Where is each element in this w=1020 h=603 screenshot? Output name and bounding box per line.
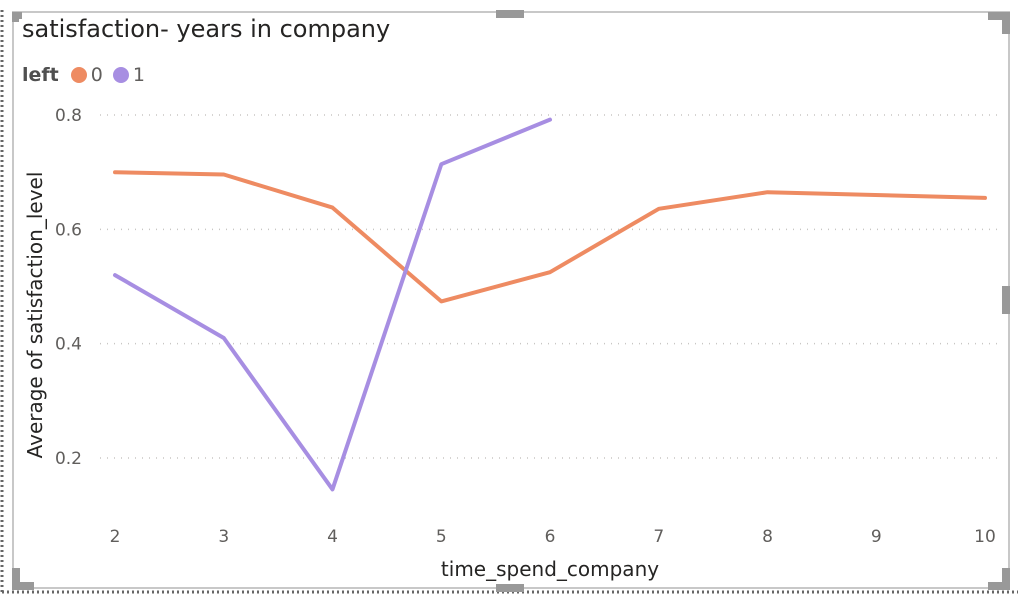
resize-handle-bottom-right[interactable] [988,582,1010,590]
series-line-1[interactable] [113,117,552,492]
x-tick-label: 6 [545,527,556,547]
legend-item-series-1[interactable]: 1 [112,64,145,86]
resize-handle-top-right-v[interactable] [1002,12,1010,34]
x-tick-label: 2 [110,527,121,547]
x-tick-label: 5 [436,527,447,547]
resize-handle-top[interactable] [496,10,524,18]
legend-item-series-0[interactable]: 0 [70,64,103,86]
resize-handle-right[interactable] [1002,286,1010,314]
legend-marker-series-0 [70,67,87,83]
series-line-0[interactable] [113,170,987,304]
x-tick-label: 3 [218,527,229,547]
x-axis-title: time_spend_company [441,557,659,581]
x-axis: 2 3 4 5 6 7 8 9 10 [110,527,996,547]
resize-handle-bottom[interactable] [496,584,524,592]
legend-marker-series-1 [112,67,129,83]
gridlines [100,114,998,459]
chart-legend: left 0 1 [22,64,155,86]
y-tick-label: 0.6 [55,220,82,240]
y-axis: 0.2 0.4 0.6 0.8 [55,106,82,469]
legend-label-series-0: 0 [90,64,103,86]
x-tick-label: 7 [653,527,664,547]
resize-handle-top-right[interactable] [988,12,1010,20]
y-tick-label: 0.4 [55,335,82,355]
legend-title: left [22,64,59,86]
x-tick-label: 8 [762,527,773,547]
y-tick-label: 0.8 [55,106,82,126]
y-axis-title: Average of satisfaction_level [23,172,47,459]
y-tick-label: 0.2 [55,449,82,469]
x-tick-label: 10 [974,527,996,547]
chart-title: satisfaction- years in company [22,15,391,43]
legend-label-series-1: 1 [132,64,145,86]
x-tick-label: 4 [327,527,338,547]
resize-handle-bottom-left-v[interactable] [12,568,20,590]
series-lines[interactable] [113,117,987,492]
resize-handle-bottom-left[interactable] [12,582,34,590]
resize-handle-bottom-right-v[interactable] [1002,568,1010,590]
x-tick-label: 9 [871,527,882,547]
resize-handle-top-left-v[interactable] [12,12,19,22]
